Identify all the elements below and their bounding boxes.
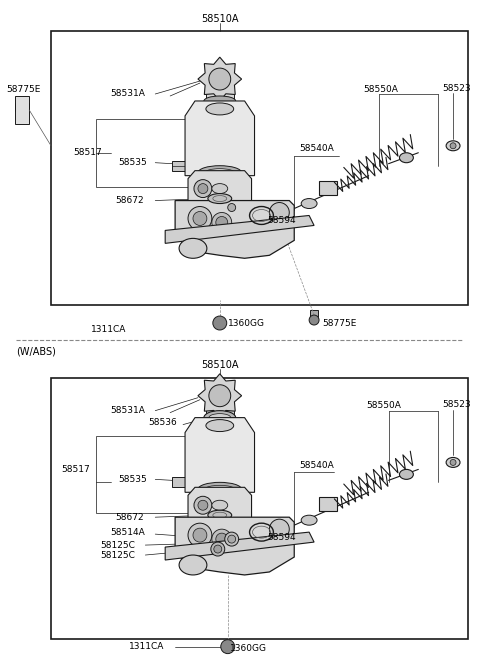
Circle shape bbox=[269, 203, 289, 222]
Circle shape bbox=[198, 184, 208, 194]
Text: 58594: 58594 bbox=[267, 533, 296, 542]
Text: 58510A: 58510A bbox=[201, 14, 239, 24]
Ellipse shape bbox=[179, 238, 207, 258]
Circle shape bbox=[216, 533, 228, 545]
Circle shape bbox=[221, 640, 235, 653]
Circle shape bbox=[193, 528, 207, 542]
Text: 1360GG: 1360GG bbox=[228, 319, 265, 327]
Text: 58540A: 58540A bbox=[299, 144, 334, 154]
Text: 58535: 58535 bbox=[119, 475, 147, 484]
Text: 58517: 58517 bbox=[61, 465, 90, 474]
Bar bbox=[310, 310, 318, 319]
Circle shape bbox=[216, 216, 228, 228]
Ellipse shape bbox=[399, 153, 413, 163]
Ellipse shape bbox=[208, 510, 232, 520]
Text: 58775E: 58775E bbox=[6, 85, 41, 94]
Bar bbox=[96, 119, 195, 186]
Circle shape bbox=[228, 203, 236, 211]
Polygon shape bbox=[198, 374, 241, 418]
Bar bbox=[206, 407, 234, 422]
Ellipse shape bbox=[446, 457, 460, 468]
Text: 58523: 58523 bbox=[442, 400, 471, 409]
Circle shape bbox=[450, 459, 456, 465]
Ellipse shape bbox=[399, 470, 413, 480]
Text: (W/ABS): (W/ABS) bbox=[16, 347, 56, 357]
Ellipse shape bbox=[179, 555, 207, 575]
Circle shape bbox=[188, 523, 212, 547]
Circle shape bbox=[225, 532, 239, 546]
Circle shape bbox=[450, 143, 456, 149]
Circle shape bbox=[212, 529, 232, 549]
Polygon shape bbox=[185, 101, 254, 176]
Circle shape bbox=[269, 519, 289, 539]
Ellipse shape bbox=[205, 169, 235, 176]
Ellipse shape bbox=[208, 194, 232, 203]
Circle shape bbox=[211, 542, 225, 556]
Circle shape bbox=[209, 385, 231, 407]
Circle shape bbox=[228, 520, 236, 528]
Text: 58125C: 58125C bbox=[101, 550, 135, 560]
Bar bbox=[319, 180, 337, 195]
Text: 58510A: 58510A bbox=[201, 360, 239, 370]
Text: 58775E: 58775E bbox=[322, 319, 357, 327]
Circle shape bbox=[198, 501, 208, 510]
Text: 58531A: 58531A bbox=[110, 89, 145, 98]
Circle shape bbox=[212, 213, 232, 232]
Bar bbox=[51, 31, 468, 305]
Ellipse shape bbox=[204, 411, 236, 424]
Circle shape bbox=[194, 180, 212, 197]
Text: 58672: 58672 bbox=[116, 513, 144, 522]
Bar bbox=[172, 478, 190, 487]
Circle shape bbox=[228, 535, 236, 543]
Ellipse shape bbox=[198, 482, 241, 497]
Polygon shape bbox=[175, 517, 294, 575]
Polygon shape bbox=[165, 215, 314, 243]
Polygon shape bbox=[188, 171, 252, 205]
Ellipse shape bbox=[212, 501, 228, 510]
Text: 58536: 58536 bbox=[148, 418, 177, 427]
Circle shape bbox=[193, 211, 207, 226]
Text: 58523: 58523 bbox=[442, 83, 471, 92]
Circle shape bbox=[309, 315, 319, 325]
Ellipse shape bbox=[209, 414, 231, 422]
Polygon shape bbox=[165, 532, 314, 560]
Text: 1311CA: 1311CA bbox=[91, 325, 126, 335]
Bar bbox=[206, 91, 234, 103]
Circle shape bbox=[213, 316, 227, 330]
Text: 58540A: 58540A bbox=[299, 461, 334, 470]
Ellipse shape bbox=[205, 485, 235, 493]
Circle shape bbox=[188, 207, 212, 230]
Ellipse shape bbox=[301, 199, 317, 209]
Text: 58535: 58535 bbox=[119, 158, 147, 167]
Text: 58125C: 58125C bbox=[101, 541, 135, 550]
Circle shape bbox=[209, 68, 231, 90]
Bar bbox=[319, 497, 337, 511]
Ellipse shape bbox=[301, 515, 317, 525]
Circle shape bbox=[214, 545, 222, 553]
Ellipse shape bbox=[446, 141, 460, 151]
Ellipse shape bbox=[198, 166, 241, 180]
Ellipse shape bbox=[206, 103, 234, 115]
Polygon shape bbox=[175, 201, 294, 258]
Ellipse shape bbox=[212, 184, 228, 194]
Text: 58550A: 58550A bbox=[364, 85, 398, 94]
Ellipse shape bbox=[206, 420, 234, 432]
Text: 58594: 58594 bbox=[267, 216, 296, 225]
Circle shape bbox=[194, 497, 212, 514]
Polygon shape bbox=[198, 57, 241, 101]
Bar bbox=[172, 161, 190, 171]
Text: 1311CA: 1311CA bbox=[129, 642, 164, 651]
Text: 58550A: 58550A bbox=[367, 401, 402, 410]
Text: 58672: 58672 bbox=[116, 196, 144, 205]
Bar bbox=[96, 436, 195, 513]
Polygon shape bbox=[185, 418, 254, 492]
Text: 58514A: 58514A bbox=[110, 527, 145, 537]
Ellipse shape bbox=[204, 96, 236, 106]
Polygon shape bbox=[188, 487, 252, 522]
Text: 58531A: 58531A bbox=[110, 406, 145, 415]
Text: 58517: 58517 bbox=[73, 148, 102, 157]
Bar bbox=[51, 378, 468, 639]
Bar bbox=[15, 96, 29, 124]
Text: 1360GG: 1360GG bbox=[230, 644, 267, 653]
